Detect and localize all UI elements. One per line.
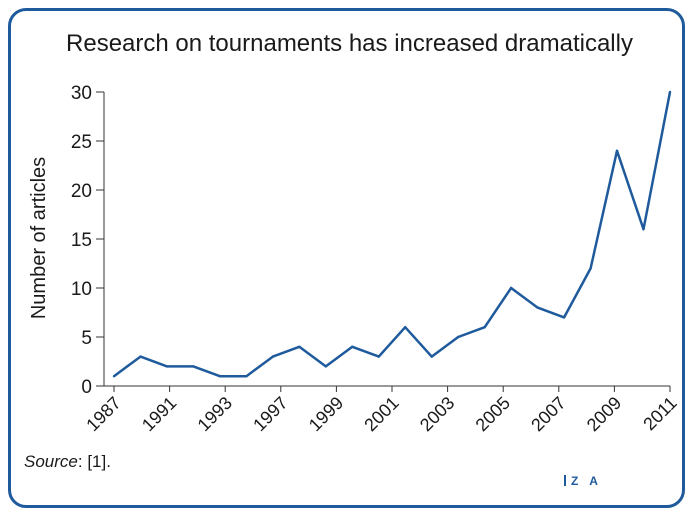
data-point [377,355,380,358]
data-point [562,316,566,319]
y-tick-label: 10 [71,279,92,300]
x-tick-label: 2011 [639,393,681,435]
y-tick-label: 0 [81,377,92,398]
axes [103,92,670,387]
data-point [404,326,407,329]
x-ticks: 1987 1991 1993 1997 1999 2001 2003 2005 2007 2009… [82,386,681,435]
data-point [139,355,142,358]
data-point [298,345,301,348]
y-tick-label: 30 [71,83,92,104]
x-tick-label: 1991 [138,393,180,435]
data-point [245,375,248,378]
source-note: Source: [1]. [24,452,111,472]
data-point [324,365,328,368]
chart-title: Research on tournaments has increased dr… [66,30,633,57]
x-tick-label: 2009 [583,393,625,435]
data-point [192,365,195,368]
y-ticks: 0 5 10 15 20 25 30 [71,83,104,398]
data-point [271,355,275,358]
data-point [509,286,513,290]
x-tick-label: 2003 [416,393,458,435]
series-line [113,91,672,378]
x-tick-label: 1987 [82,393,124,435]
data-point [456,335,460,339]
y-tick-label: 20 [71,181,92,202]
data-point [668,90,672,94]
data-point [165,365,169,368]
data-point [483,326,486,329]
data-point [642,228,645,231]
logo-text: Z A [571,474,602,488]
data-point [536,306,539,309]
data-point [112,375,116,378]
x-tick-label: 1999 [305,393,347,435]
y-tick-label: 25 [71,132,92,153]
data-point [430,355,433,358]
x-tick-label: 2007 [527,393,569,435]
data-point [351,345,354,348]
x-tick-label: 1993 [194,393,236,435]
data-point [615,149,619,152]
x-tick-label: 1997 [249,393,291,435]
x-tick-label: 2005 [472,393,514,435]
data-point [218,375,222,378]
source-label: Source [24,452,78,471]
source-text: : [1]. [77,452,111,471]
y-axis-label: Number of articles [28,157,50,319]
iza-logo: Z A [564,474,602,488]
data-point [589,267,592,270]
x-tick-label: 2001 [360,393,402,435]
y-tick-label: 5 [81,328,92,349]
series [112,90,672,378]
chart-card [8,8,685,508]
logo-bar [564,475,566,486]
y-tick-label: 15 [71,230,92,251]
